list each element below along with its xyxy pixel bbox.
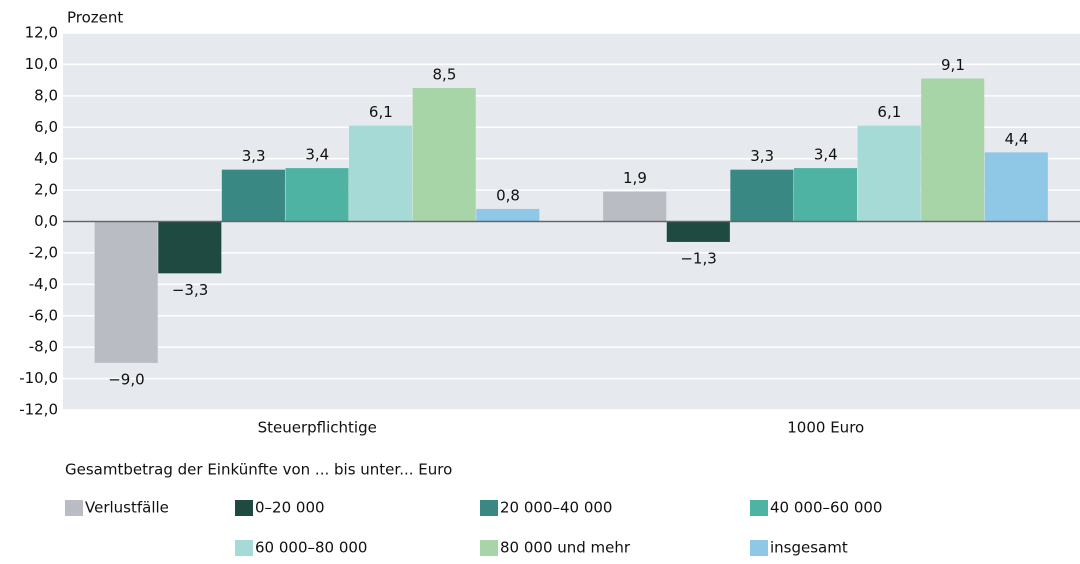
value-label: 3,3 bbox=[750, 147, 774, 165]
legend-label: 60 000–80 000 bbox=[255, 539, 367, 557]
y-tick-label: -12,0 bbox=[19, 401, 58, 419]
legend-swatch bbox=[65, 500, 83, 516]
bar bbox=[730, 169, 794, 222]
value-label: 1,9 bbox=[623, 169, 647, 187]
value-label: −3,3 bbox=[172, 281, 208, 299]
legend-label: 40 000–60 000 bbox=[770, 499, 882, 517]
y-tick-label: 2,0 bbox=[34, 181, 58, 199]
value-label: 8,5 bbox=[433, 65, 457, 83]
legend-swatch bbox=[235, 540, 253, 556]
legend-swatch bbox=[750, 540, 768, 556]
y-tick-label: -6,0 bbox=[29, 306, 58, 324]
legend-label: Verlustfälle bbox=[85, 499, 169, 517]
legend-swatch bbox=[750, 500, 768, 516]
y-axis-label: Prozent bbox=[67, 9, 123, 27]
y-tick-label: -4,0 bbox=[29, 275, 58, 293]
value-label: 9,1 bbox=[941, 56, 965, 74]
x-tick-label: Steuerpflichtige bbox=[258, 419, 377, 437]
bar bbox=[921, 78, 985, 222]
bar bbox=[476, 208, 540, 222]
legend-label: insgesamt bbox=[770, 539, 848, 557]
bar bbox=[285, 168, 349, 222]
legend-label: 80 000 und mehr bbox=[500, 539, 631, 557]
y-tick-label: -2,0 bbox=[29, 243, 58, 261]
value-label: 3,3 bbox=[242, 147, 266, 165]
value-label: 0,8 bbox=[496, 186, 520, 204]
value-label: 6,1 bbox=[369, 103, 393, 121]
value-label: −9,0 bbox=[108, 370, 144, 388]
bar bbox=[603, 191, 667, 222]
bar bbox=[793, 168, 858, 222]
legend-label: 0–20 000 bbox=[255, 499, 325, 517]
bar bbox=[349, 125, 413, 222]
y-tick-label: 6,0 bbox=[34, 118, 58, 136]
bar bbox=[94, 221, 158, 363]
value-label: 3,4 bbox=[814, 146, 838, 164]
y-tick-label: -10,0 bbox=[19, 369, 58, 387]
y-tick-label: 0,0 bbox=[34, 212, 58, 230]
value-label: −1,3 bbox=[680, 249, 716, 267]
y-tick-label: 4,0 bbox=[34, 149, 58, 167]
legend-swatch bbox=[235, 500, 253, 516]
legend-label: 20 000–40 000 bbox=[500, 499, 612, 517]
x-tick-label: 1000 Euro bbox=[787, 419, 864, 437]
bar bbox=[857, 125, 921, 222]
y-tick-label: 12,0 bbox=[25, 24, 58, 42]
bar bbox=[666, 221, 730, 242]
bar bbox=[158, 221, 222, 274]
y-tick-label: 10,0 bbox=[25, 55, 58, 73]
bar bbox=[221, 169, 285, 222]
bar bbox=[412, 87, 476, 222]
bar bbox=[984, 152, 1048, 222]
y-tick-label: 8,0 bbox=[34, 86, 58, 104]
legend-swatch bbox=[480, 540, 498, 556]
y-tick-label: -8,0 bbox=[29, 338, 58, 356]
value-label: 3,4 bbox=[305, 146, 329, 164]
value-label: 4,4 bbox=[1005, 130, 1029, 148]
value-label: 6,1 bbox=[877, 103, 901, 121]
legend-swatch bbox=[480, 500, 498, 516]
legend-title: Gesamtbetrag der Einkünfte von ... bis u… bbox=[65, 461, 452, 479]
